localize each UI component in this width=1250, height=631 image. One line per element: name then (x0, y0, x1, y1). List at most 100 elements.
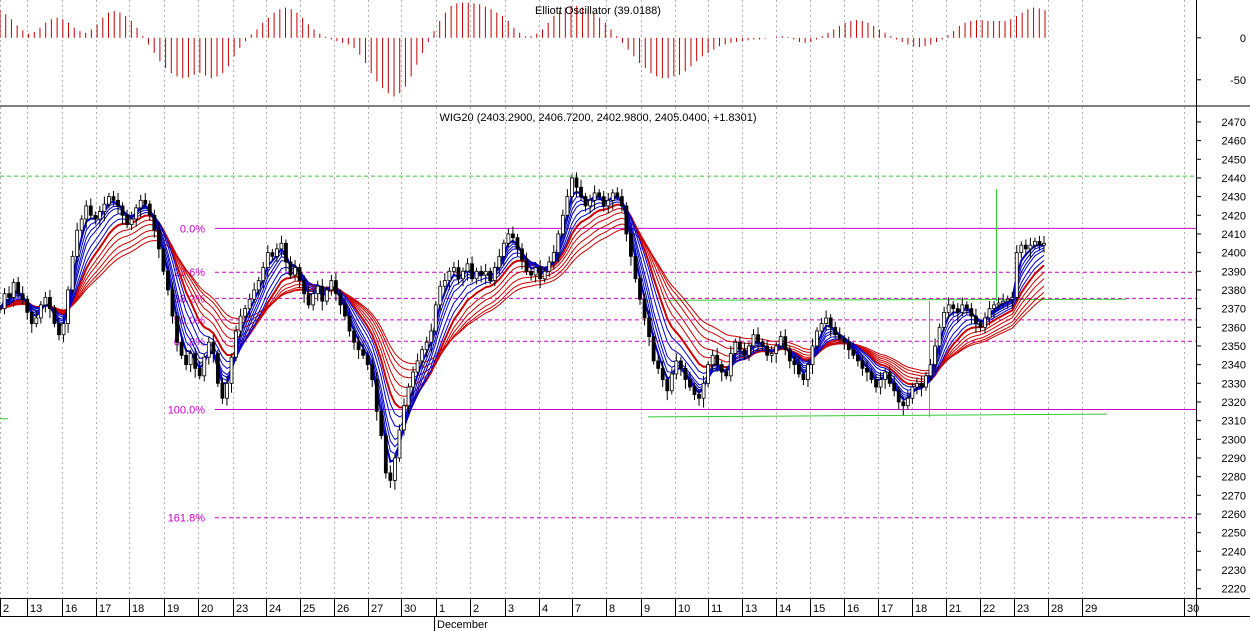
x-tick-label: 30 (404, 603, 416, 615)
y-tick-label: 2310 (1222, 416, 1246, 428)
candle-body (533, 267, 538, 276)
range-top-line (667, 298, 1127, 301)
candle-body (170, 289, 175, 317)
x-tick-label: 24 (269, 603, 281, 615)
candle-body (25, 298, 30, 313)
candle-body (1037, 241, 1042, 246)
candle-body (851, 349, 856, 356)
candle-body (433, 304, 438, 332)
x-tick-label: 23 (236, 603, 248, 615)
y-tick-label: 2270 (1222, 490, 1246, 502)
candle-body (751, 334, 756, 347)
y-tick-label: 2420 (1222, 210, 1246, 222)
y-tick-label: 2410 (1222, 229, 1246, 241)
candle-body (678, 360, 683, 369)
candle-body (483, 270, 488, 276)
candle-body (343, 304, 347, 317)
candle-body (11, 282, 16, 298)
candle-body (629, 233, 633, 257)
x-tick-label: 18 (915, 603, 927, 615)
candle-body (488, 270, 493, 282)
candle-body (951, 304, 956, 310)
x-tick-label: 3 (508, 603, 514, 615)
x-tick-label: 2 (3, 603, 9, 615)
x-tick-label: 20 (201, 603, 213, 615)
candle-body (511, 233, 515, 239)
blue-moving-average (0, 190, 1045, 463)
candle-body (420, 349, 425, 362)
x-tick-label: 17 (881, 603, 893, 615)
candle-body (787, 349, 792, 362)
candle-body (878, 379, 883, 388)
x-tick-label: 28 (1051, 603, 1063, 615)
x-tick-label: 4 (542, 603, 548, 615)
candle-body (143, 199, 148, 205)
candle-body (247, 298, 252, 310)
candle-body (57, 323, 61, 336)
candle-body (815, 330, 819, 347)
candle-body (697, 394, 701, 399)
candle-body (642, 298, 647, 319)
x-tick-label: 25 (303, 603, 315, 615)
candle-body (333, 280, 338, 295)
candle-body (501, 242, 506, 257)
x-tick-label: 30 (1187, 603, 1199, 615)
candle-body (556, 233, 561, 254)
candle-body (669, 373, 674, 392)
candle-body (2, 293, 7, 310)
candle-body (365, 354, 370, 366)
candle-body (347, 315, 352, 332)
candle-body (842, 338, 847, 343)
candle-body (542, 270, 547, 280)
candle-body (960, 304, 965, 313)
x-tick-label: 18 (132, 603, 144, 615)
candle-body (7, 293, 11, 298)
price-title: WIG20 (2403.2900, 2406.7200, 2402.9800, … (439, 112, 756, 124)
candle-body (733, 341, 738, 354)
candle-body (492, 267, 497, 282)
candle-body (447, 270, 452, 282)
candle-body (833, 326, 838, 336)
candle-body (120, 205, 125, 216)
candle-body (1001, 300, 1006, 304)
candle-body (683, 367, 688, 380)
candle-body (302, 280, 307, 295)
candle-body (688, 379, 692, 388)
candle-body (855, 354, 860, 362)
candle-body (588, 199, 592, 207)
support-line (647, 413, 1108, 418)
candle-body (156, 229, 161, 250)
candle-body (202, 356, 207, 377)
oscillator-panel (0, 2, 1046, 97)
candle-body (438, 285, 443, 306)
candle-body (234, 330, 238, 358)
candle-body (361, 349, 366, 356)
x-tick-label: 1 (439, 603, 445, 615)
candle-body (892, 382, 897, 392)
candle-body (987, 308, 992, 319)
candle-body (379, 410, 384, 436)
osc-y-tick-label: 0 (1240, 33, 1246, 45)
candle-body (601, 196, 606, 207)
x-tick-label: 13 (745, 603, 757, 615)
y-tick-label: 2240 (1222, 546, 1246, 558)
candle-body (424, 341, 429, 351)
x-tick-label: 16 (65, 603, 77, 615)
candle-body (928, 364, 933, 377)
candle-body (574, 177, 579, 188)
y-tick-label: 2260 (1222, 509, 1246, 521)
candle-body (837, 334, 842, 339)
candle-body (352, 330, 356, 343)
candle-body (615, 192, 620, 198)
candle-body (737, 341, 742, 351)
x-tick-label: 16 (847, 603, 859, 615)
candle-body (901, 401, 906, 407)
candle-body (515, 237, 520, 250)
fib-label: 0.0% (180, 223, 205, 235)
x-tick-label: 26 (337, 603, 349, 615)
candle-body (48, 297, 52, 310)
candle-body (288, 261, 293, 276)
candle-body (942, 311, 947, 328)
y-tick-label: 2360 (1222, 322, 1246, 334)
